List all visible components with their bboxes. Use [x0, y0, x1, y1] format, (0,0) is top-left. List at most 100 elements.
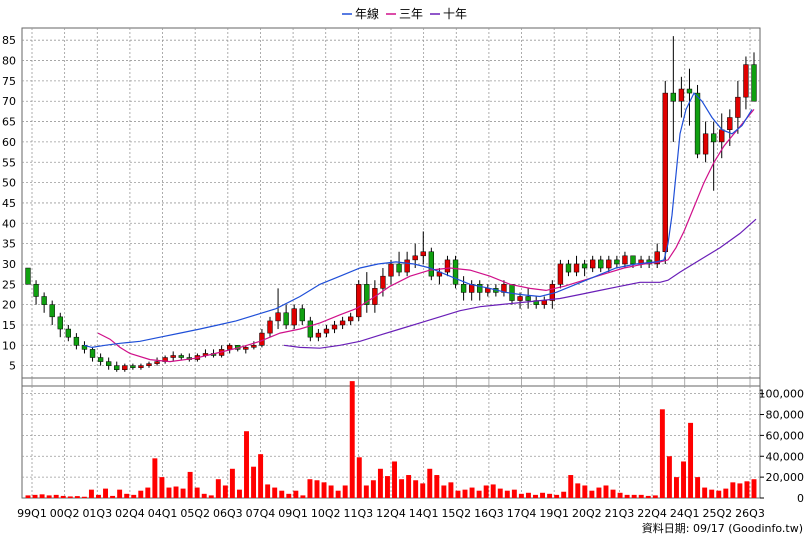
price-panel: 5 10 15 20 25 30 35 40 45 50 55 60 65 70 75 80 85 — [2, 27, 761, 387]
volume-tick-label: 0 — [797, 492, 804, 505]
candle-body — [719, 129, 725, 143]
candle — [89, 347, 96, 362]
candle-body — [331, 324, 338, 330]
candle-body — [122, 365, 128, 370]
candle — [428, 247, 435, 281]
volume-bar — [695, 477, 701, 498]
volume-bar — [307, 479, 313, 498]
x-tick-label: 02Q4 — [115, 507, 145, 520]
candle-body — [654, 251, 660, 265]
price-tick-label: 55 — [2, 156, 16, 169]
candle-body — [412, 255, 418, 261]
legend-item: 三年 — [386, 7, 423, 21]
legend-label: 三年 — [399, 7, 423, 21]
candle-body — [178, 355, 184, 358]
candle-body — [404, 259, 410, 273]
volume-bar — [561, 491, 567, 498]
x-tick-label: 12Q4 — [376, 507, 406, 520]
candle — [598, 255, 604, 273]
price-tick-label: 65 — [2, 116, 16, 129]
volume-bar — [709, 489, 715, 498]
candle — [477, 280, 483, 301]
candle — [727, 109, 733, 146]
candle-body — [541, 300, 547, 305]
x-tick-label: 17Q4 — [507, 507, 537, 520]
price-frame — [21, 27, 761, 387]
price-tick-label: 75 — [2, 75, 16, 88]
candle-body — [315, 332, 322, 338]
volume-bar — [258, 454, 264, 498]
candle — [331, 320, 338, 334]
volume-tick-label: 20,000 — [766, 471, 805, 484]
x-tick-label: 06Q3 — [213, 507, 243, 520]
candle — [65, 324, 72, 342]
candle-body — [388, 263, 394, 277]
candle — [356, 280, 362, 321]
candle-body — [444, 259, 451, 273]
candle-body — [283, 312, 289, 326]
volume-bar — [25, 495, 31, 498]
candle-body — [49, 304, 55, 318]
price-tick-label: 40 — [2, 217, 16, 230]
volume-bar — [124, 493, 130, 498]
volume-bar — [363, 485, 369, 498]
candle-body — [420, 251, 426, 257]
volume-bar — [46, 495, 52, 498]
candle — [105, 357, 112, 370]
candle — [525, 288, 531, 309]
candle-body — [105, 361, 112, 366]
volume-bar — [138, 490, 144, 498]
volume-bar — [525, 492, 531, 498]
volume-bar — [208, 495, 214, 498]
volume-bar — [279, 490, 285, 498]
x-tick-label: 01Q3 — [82, 507, 112, 520]
volume-bar — [377, 468, 383, 498]
price-tick-label: 85 — [2, 34, 16, 47]
volume-bar — [272, 487, 278, 498]
candle — [347, 312, 354, 325]
volume-bar — [145, 487, 151, 498]
volume-bar — [469, 487, 475, 498]
candle — [735, 80, 741, 134]
volume-bar — [631, 494, 637, 498]
candle — [73, 333, 80, 350]
volume-bar — [300, 495, 306, 498]
x-tick-label: 14Q1 — [409, 507, 439, 520]
price-tick-label: 15 — [2, 319, 16, 332]
volume-bar — [159, 477, 165, 498]
candle-body — [735, 96, 741, 118]
candle-body — [307, 320, 314, 338]
volume-bar — [321, 482, 327, 498]
candle-body — [509, 284, 515, 301]
volume-bar — [88, 489, 94, 498]
volume-bar — [427, 468, 433, 498]
candle — [339, 316, 346, 330]
price-tick-label: 25 — [2, 278, 16, 291]
volume-bar — [554, 494, 560, 498]
x-tick-label: 00Q2 — [50, 507, 80, 520]
candle — [678, 76, 685, 118]
volume-bar — [603, 485, 609, 498]
ma-3y-line — [97, 109, 755, 363]
candle — [460, 276, 467, 301]
candle-body — [57, 316, 63, 330]
price-tick-label: 10 — [2, 339, 16, 352]
candle — [589, 255, 596, 273]
volume-bar — [547, 493, 553, 498]
candle-body — [154, 361, 160, 364]
volume-bar — [385, 476, 390, 498]
volume-bar — [265, 484, 271, 498]
candle-body — [573, 263, 580, 273]
candle — [751, 52, 757, 102]
candle — [130, 363, 136, 370]
candle — [267, 316, 273, 338]
candle-body — [323, 328, 330, 334]
candle-body — [702, 133, 709, 155]
volume-bar — [589, 490, 595, 498]
x-tick-label: 15Q2 — [441, 507, 471, 520]
volume-bar — [342, 485, 348, 498]
candle-body — [356, 284, 362, 318]
volume-bar — [53, 494, 59, 498]
volume-bar — [659, 409, 665, 498]
price-tick-label: 45 — [2, 197, 16, 210]
